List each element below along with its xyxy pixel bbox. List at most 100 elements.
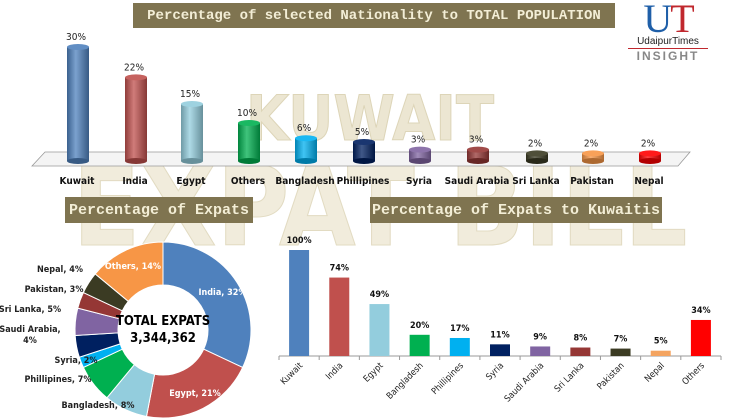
- chart1-bar-syria: [409, 146, 431, 164]
- chart1-bar-body: [526, 153, 548, 161]
- chart1-category-label: India: [122, 176, 147, 187]
- chart2-slice-label: Pakistan, 3%: [25, 285, 84, 295]
- chart3-value-label: 17%: [450, 324, 469, 334]
- chart3-bar-bangladesh: [409, 334, 430, 356]
- chart1-bar-body: [238, 123, 260, 161]
- chart1-category-label: Syria: [406, 176, 432, 187]
- chart3-title: Percentage of Expats to Kuwaitis: [370, 197, 662, 223]
- chart2-slice-label: Bangladesh, 8%: [62, 401, 135, 411]
- chart1-value-label: 22%: [124, 62, 144, 73]
- chart1-bar-body: [409, 149, 431, 161]
- chart1-value-label: 2%: [584, 138, 599, 149]
- chart3-value-label: 7%: [614, 335, 628, 345]
- chart1-bar-top: [526, 150, 548, 157]
- chart3-category-label: Others: [681, 361, 707, 387]
- chart2-slice-label: Sri Lanka, 5%: [0, 305, 61, 315]
- chart1-bar-top: [125, 74, 147, 81]
- chart2-slice-label: Phillipines, 7%: [24, 375, 91, 385]
- watermark-line-1: KUWAIT: [246, 82, 494, 155]
- chart2-slice-label: Syria, 2%: [55, 356, 98, 366]
- chart3-bar-egypt: [369, 304, 390, 356]
- chart1-bar-body: [295, 138, 317, 161]
- chart1-category-label: Kuwait: [60, 176, 96, 187]
- chart3-category-label: Pakistan: [596, 361, 627, 392]
- chart2-slice-label: Others, 14%: [105, 262, 161, 272]
- chart1-value-label: 10%: [237, 108, 257, 119]
- chart1-value-label: 3%: [411, 135, 426, 146]
- chart1-category-label: Bangladesh: [275, 176, 334, 187]
- chart1-bar-nepal: [639, 150, 661, 164]
- chart3-value-label: 74%: [330, 264, 349, 274]
- chart3-bar-kuwait: [289, 250, 310, 356]
- chart1-bar-bottom: [467, 158, 489, 164]
- chart1-bar-top: [67, 44, 89, 50]
- chart2-slice-label: Egypt, 21%: [169, 389, 221, 399]
- chart3-bar-nepal: [650, 350, 671, 356]
- chart1-value-label: 2%: [528, 138, 543, 149]
- chart1-bar-top: [295, 135, 317, 142]
- chart1-category-label: Phillipines: [337, 176, 390, 187]
- chart1-title: Percentage of selected Nationality to TO…: [133, 3, 615, 28]
- chart3-bar-phillipines: [449, 337, 470, 356]
- chart1-category-label: Egypt: [176, 176, 206, 187]
- chart1-bar-bottom: [295, 158, 317, 164]
- chart1-bar-kuwait: [67, 44, 89, 164]
- chart1-bar-body: [467, 149, 489, 161]
- chart1-value-label: 3%: [469, 135, 484, 146]
- chart1-bar-sri-lanka: [526, 150, 548, 164]
- chart1-value-label: 6%: [297, 123, 312, 134]
- chart1-value-label: 5%: [355, 127, 370, 138]
- chart1-bar-top: [238, 120, 260, 126]
- chart3-value-label: 11%: [490, 330, 509, 340]
- logo-tagline: INSIGHT: [636, 49, 700, 63]
- chart1-bar-bottom: [67, 158, 89, 164]
- logo-name: UdaipurTimes: [628, 36, 708, 49]
- chart3-value-label: 8%: [573, 334, 587, 344]
- chart3-bar-india: [329, 277, 350, 356]
- chart3-value-label: 9%: [533, 332, 547, 342]
- chart1-bar-body: [67, 47, 89, 161]
- chart1-bar-bottom: [125, 158, 147, 164]
- chart1-bar-body: [353, 142, 375, 161]
- chart1-bar-top: [639, 150, 661, 157]
- chart1-bar-bottom: [409, 158, 431, 164]
- logo-t: T: [670, 0, 694, 41]
- chart1-category-label: Nepal: [634, 176, 663, 187]
- chart3-category-label: Egypt: [362, 361, 386, 385]
- chart1-bar-bottom: [353, 158, 375, 164]
- chart1-category-label: Saudi Arabia: [445, 176, 510, 187]
- chart2-slice-india: [162, 241, 252, 369]
- chart1-category-label: Others: [231, 176, 265, 187]
- chart2-center-label: TOTAL EXPATS: [116, 314, 210, 329]
- chart1-bar-top: [353, 139, 375, 145]
- chart1-bar-bangladesh: [295, 135, 317, 164]
- chart2-slice-label: India, 32%: [198, 288, 246, 298]
- chart3-bar-others: [690, 319, 711, 356]
- chart3-value-label: 20%: [410, 321, 429, 331]
- chart1-bar-body: [125, 77, 147, 161]
- chart1-value-label: 30%: [66, 32, 86, 43]
- chart2-slice-label: Nepal, 4%: [37, 265, 83, 275]
- chart3-value-label: 49%: [370, 290, 389, 300]
- chart1-bar-india: [125, 74, 147, 164]
- chart1-bar-bottom: [639, 158, 661, 164]
- chart1-bar-bottom: [526, 158, 548, 164]
- chart3-category-label: Kuwait: [279, 361, 305, 387]
- chart1-bar-others: [238, 120, 260, 164]
- chart1-bar-pakistan: [582, 150, 604, 164]
- chart3-category-label: Saudi Arabia: [503, 361, 546, 404]
- chart1-bar-top: [409, 146, 431, 153]
- chart3-bar-sri-lanka: [570, 347, 591, 356]
- chart1-bar-body: [582, 153, 604, 161]
- chart1-bar-bottom: [238, 158, 260, 164]
- chart3-value-label: 5%: [654, 337, 668, 347]
- udaipurtimes-logo: UT UdaipurTimes INSIGHT: [628, 0, 708, 63]
- chart1-bar-top: [467, 146, 489, 153]
- chart1-category-label: Pakistan: [570, 176, 614, 187]
- chart1-bar-top: [181, 101, 203, 107]
- chart3-value-label: 34%: [691, 306, 710, 316]
- chart3-bar-syria: [490, 344, 510, 356]
- chart3-category-label: Phillipines: [430, 361, 466, 397]
- chart2-slice-others: [94, 241, 164, 303]
